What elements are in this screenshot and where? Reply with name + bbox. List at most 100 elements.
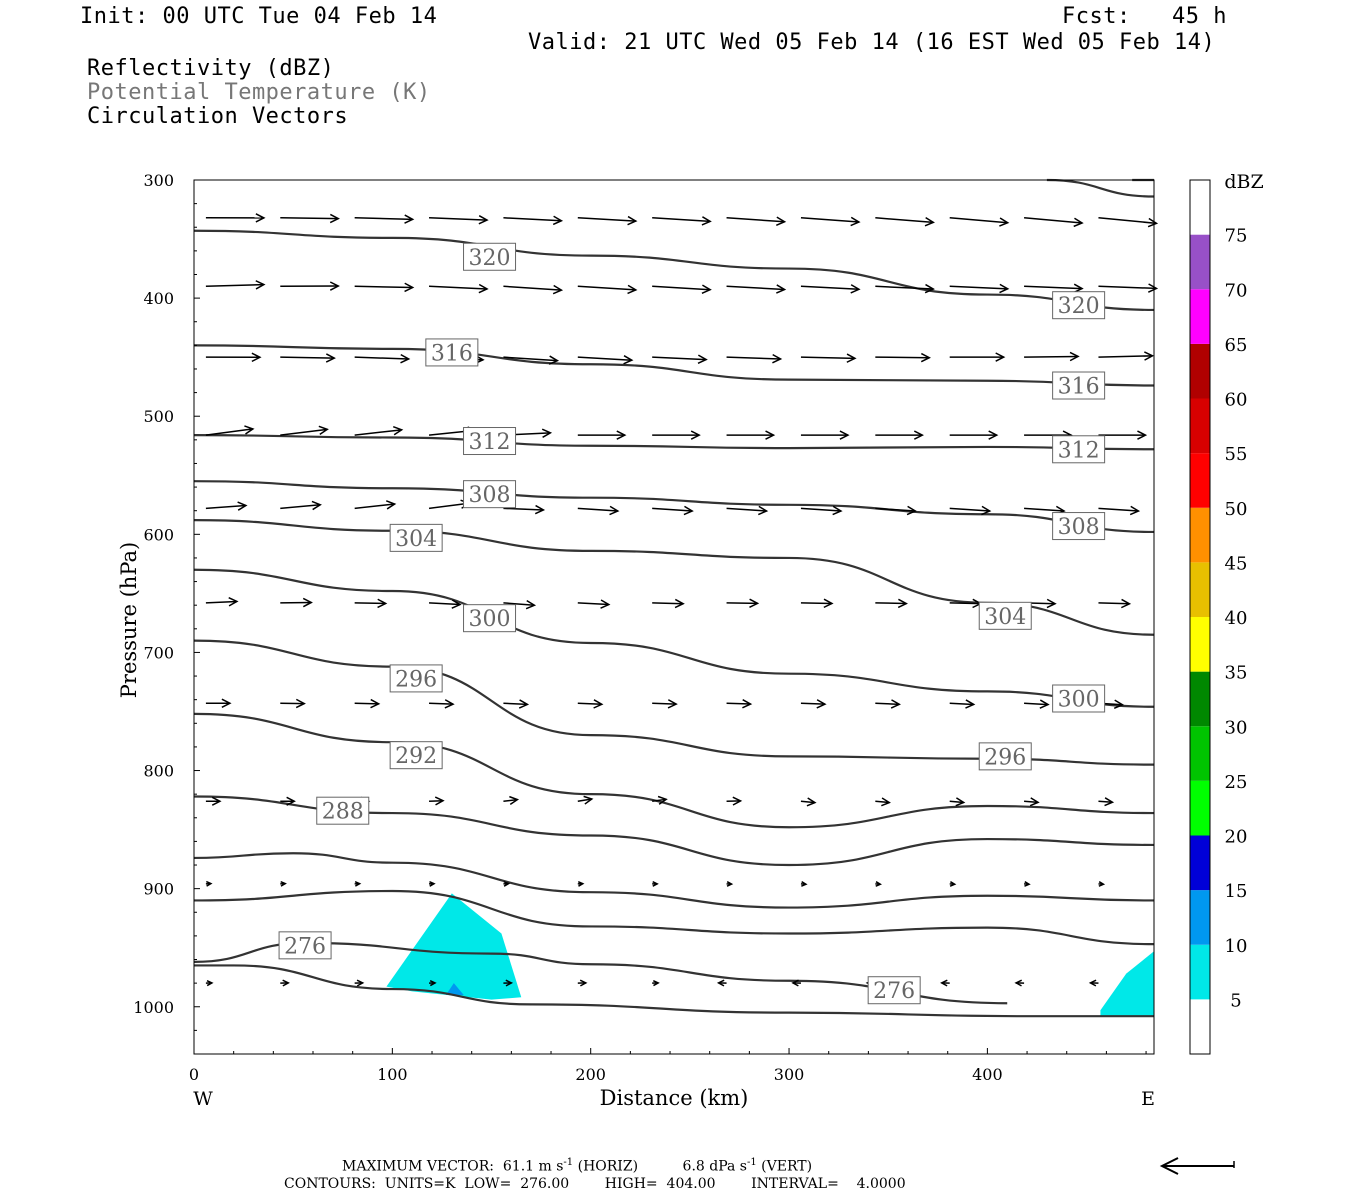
wind-vector-91 [205, 796, 222, 806]
wind-vector-120 [429, 979, 437, 987]
wind-vector-107 [429, 880, 436, 887]
wind-vector-113 [875, 881, 882, 887]
reflectivity-area-0 [386, 893, 522, 1000]
theta-contour-14 [1046, 178, 1155, 198]
colorbar-label-30: 30 [1225, 717, 1248, 738]
valid-time: Valid: 21 UTC Wed 05 Feb 14 (16 EST Wed … [528, 30, 1216, 55]
wind-vector-95 [503, 795, 520, 806]
theta-contour-0 [193, 229, 1155, 312]
wind-vector-14 [280, 281, 340, 291]
svg-text:312: 312 [1058, 438, 1100, 463]
x-tick-label-400: 400 [972, 1065, 1003, 1084]
wind-vector-61 [875, 505, 917, 516]
y-tick-label-300: 300 [143, 171, 174, 190]
contour-label-6: 308 [463, 480, 517, 509]
wind-vector-104 [205, 880, 213, 887]
wind-vector-97 [652, 795, 668, 805]
max-vector-vert-end: (VERT) [756, 1158, 813, 1175]
wind-vector-112 [800, 881, 808, 887]
wind-vector-96 [577, 795, 594, 805]
contour-label-12: 296 [389, 664, 443, 693]
svg-text:300: 300 [469, 607, 511, 632]
theta-contour-3 [193, 480, 1155, 534]
wind-vector-122 [577, 979, 588, 987]
wind-vector-60 [800, 505, 843, 516]
wind-vector-52 [205, 501, 248, 511]
wind-vector-106 [354, 880, 362, 887]
reflectivity-area-2 [1100, 951, 1154, 1017]
wind-vector-110 [652, 880, 659, 887]
wind-vector-69 [503, 599, 537, 610]
svg-text:296: 296 [984, 745, 1026, 770]
wind-vector-86 [800, 699, 827, 709]
wind-vector-34 [800, 353, 857, 363]
wind-vector-114 [949, 881, 957, 887]
wind-vector-18 [577, 284, 638, 295]
wind-vector-9 [875, 217, 935, 227]
contour-label-0: 320 [463, 242, 517, 271]
y-tick-label-700: 700 [143, 643, 174, 662]
wind-vector-84 [652, 699, 678, 709]
wind-vector-116 [1098, 881, 1106, 887]
theta-contour-7 [193, 712, 1155, 829]
wind-vector-125 [791, 979, 801, 987]
colorbar-label-35: 35 [1225, 663, 1248, 684]
contour-info: CONTOURS: UNITS=K LOW= 276.00 HIGH= 404.… [284, 1176, 906, 1192]
wind-vector-27 [280, 353, 336, 363]
wind-vector-6 [652, 216, 712, 226]
wind-vector-56 [503, 504, 546, 515]
wind-vector-22 [875, 283, 935, 294]
field-reflectivity: Reflectivity (dBZ) [87, 56, 335, 81]
wind-vector-121 [503, 979, 514, 987]
contour-label-8: 304 [389, 523, 443, 552]
reflectivity-area-1 [445, 983, 464, 995]
colorbar-label-60: 60 [1225, 390, 1248, 411]
wind-vector-102 [1024, 797, 1040, 807]
wind-vector-39 [205, 425, 255, 436]
wind-vector-66 [280, 597, 313, 608]
wind-vector-47 [800, 430, 850, 440]
wind-vector-19 [652, 284, 712, 294]
wind-vector-89 [1024, 699, 1050, 709]
svg-text:316: 316 [1058, 375, 1100, 400]
wind-vector-17 [503, 284, 564, 295]
reference-vector-icon [1159, 1157, 1235, 1175]
x-tick-label-0: 0 [189, 1065, 199, 1084]
wind-vector-46 [726, 430, 776, 440]
svg-text:316: 316 [431, 341, 473, 366]
wind-vector-13 [205, 280, 266, 290]
svg-text:292: 292 [395, 744, 437, 769]
contour-label-4: 312 [463, 427, 517, 456]
colorbar-label-40: 40 [1225, 608, 1248, 629]
colorbar-label-70: 70 [1225, 280, 1248, 301]
wind-vector-73 [800, 598, 834, 609]
colorbar-label-15: 15 [1225, 881, 1248, 902]
wind-vector-64 [1098, 505, 1141, 516]
wind-vector-1 [280, 213, 340, 224]
wind-vector-82 [503, 699, 530, 709]
x-tick-label-100: 100 [377, 1065, 408, 1084]
theta-contour-10 [193, 889, 1155, 946]
colorbar-label-25: 25 [1225, 772, 1248, 793]
wind-vector-117 [205, 979, 214, 987]
wind-vector-4 [503, 215, 564, 226]
wind-vector-67 [354, 598, 388, 609]
y-axis-label: Pressure (hPa) [117, 542, 141, 698]
contour-label-10: 300 [463, 604, 517, 633]
wind-vector-40 [280, 425, 329, 436]
theta-contour-2 [193, 434, 1155, 451]
wind-vector-62 [949, 505, 992, 516]
wind-vector-31 [577, 355, 634, 365]
wind-vector-119 [354, 979, 365, 987]
colorbar-label-45: 45 [1225, 553, 1248, 574]
wind-vector-70 [577, 599, 611, 609]
colorbar-label-55: 55 [1225, 444, 1248, 465]
y-tick-label-1000: 1000 [133, 998, 174, 1017]
y-tick-label-400: 400 [143, 289, 174, 308]
x-axis-east-label: E [1141, 1088, 1155, 1110]
colorbar-swatch-12 [1190, 343, 1210, 399]
y-tick-label-800: 800 [143, 762, 174, 781]
x-tick-label-300: 300 [774, 1065, 805, 1084]
colorbar-swatch-13 [1190, 289, 1210, 344]
